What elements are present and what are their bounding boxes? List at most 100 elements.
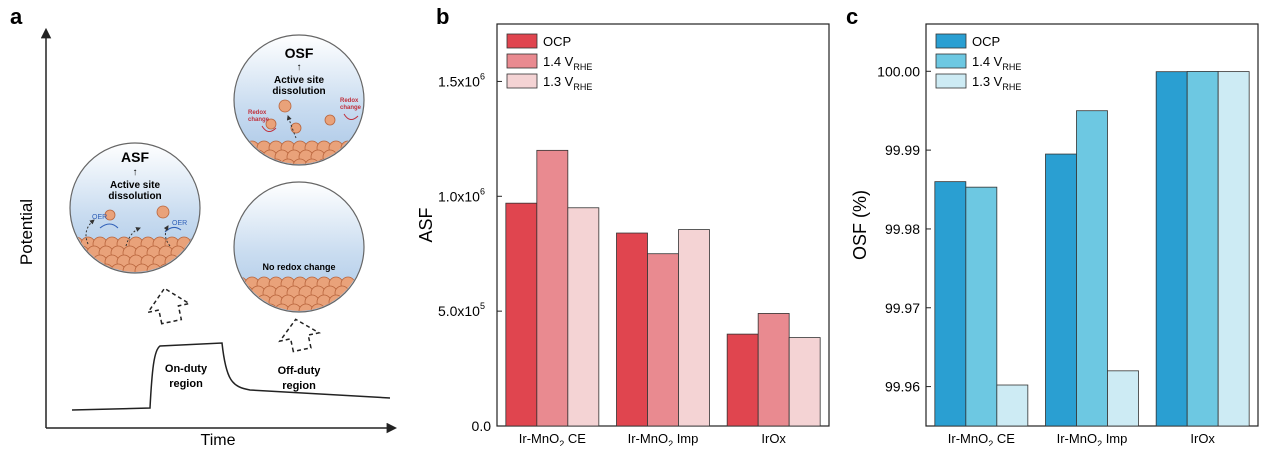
- catalyst-particle: [176, 254, 192, 270]
- catalyst-particle: [235, 285, 242, 301]
- catalyst-particle: [71, 254, 72, 270]
- catalyst-particle: [251, 168, 265, 182]
- catalyst-particle: [280, 158, 296, 164]
- osf-title: OSF: [285, 45, 314, 61]
- catalyst-particle: [286, 303, 302, 311]
- bar-14V-2: [757, 313, 790, 427]
- catalyst-particle: [227, 168, 241, 182]
- catalyst-particle: [71, 245, 78, 261]
- category-label: IrOx: [1190, 431, 1215, 446]
- catalyst-particle: [328, 158, 344, 164]
- catalyst-particle: [340, 294, 356, 310]
- particle-bed: [71, 236, 199, 287]
- bar-14V-1: [1076, 110, 1108, 427]
- catalyst-particle: [281, 313, 295, 327]
- osf-illustration: OSF ↑ Active site dissolution Redox chan…: [227, 34, 373, 191]
- catalyst-particle: [359, 168, 373, 182]
- bar-OCP-2: [1155, 71, 1188, 427]
- catalyst-particle: [74, 245, 90, 261]
- catalyst-particle: [274, 303, 290, 311]
- chart-c-bars: [934, 71, 1250, 427]
- catalyst-particle: [93, 273, 107, 287]
- panel-label-b: b: [436, 4, 449, 29]
- category-label: Ir-MnO2 Imp: [1057, 431, 1128, 446]
- bar-14V-0: [965, 186, 998, 427]
- catalyst-particle: [235, 294, 248, 310]
- catalyst-particle: [341, 313, 355, 327]
- ytick-label: 100.00: [877, 63, 920, 79]
- asf-title: ASF: [121, 149, 149, 165]
- dissolved-particle: [156, 205, 170, 219]
- chart-c-legend: OCP 1.4 VRHE 1.3 VRHE: [935, 33, 1021, 92]
- category-subscript: 2: [1097, 439, 1102, 446]
- panel-label-c: c: [846, 4, 858, 29]
- catalyst-particle: [235, 158, 248, 164]
- panel-label-a: a: [10, 4, 23, 29]
- asf-dissolution-arrow-left: [85, 219, 95, 245]
- catalyst-particle: [298, 303, 314, 311]
- category-suffix: CE: [564, 431, 586, 446]
- catalyst-particle: [239, 168, 253, 182]
- catalyst-particle: [299, 168, 313, 182]
- catalyst-particle: [71, 263, 78, 272]
- legend-subscript: RHE: [1002, 62, 1021, 72]
- chart-b-ylabel: ASF: [416, 207, 436, 242]
- panel-a: a Potential Time On-duty region Off-duty…: [10, 4, 398, 449]
- bar-OCP-1: [616, 232, 648, 427]
- catalyst-particle: [238, 303, 254, 311]
- catalyst-particle: [235, 158, 236, 164]
- catalyst-particle: [305, 313, 319, 327]
- ytick-label: 0.0: [472, 418, 492, 434]
- dissolved-particle: [290, 122, 302, 134]
- bar-13V-1: [1107, 370, 1139, 427]
- chart-c-ylabel: OSF (%): [850, 190, 870, 260]
- legend-label: 1.4 VRHE: [543, 54, 592, 72]
- off-duty-arrow-icon: [278, 318, 322, 353]
- legend-swatch: [935, 33, 967, 49]
- catalyst-particle: [329, 177, 343, 191]
- ytick-label: 1.0x106: [438, 186, 485, 204]
- category-label: Ir-MnO2 CE: [948, 431, 1015, 446]
- asf-dissolution-arrow-mid: [125, 227, 141, 247]
- catalyst-particle: [235, 303, 242, 311]
- catalyst-particle: [188, 254, 199, 270]
- catalyst-particle: [292, 158, 308, 164]
- ytick-label: 99.97: [885, 300, 920, 316]
- on-duty-label-line2: region: [169, 378, 203, 390]
- catalyst-particle: [245, 177, 259, 191]
- bar-OCP-0: [934, 181, 967, 427]
- time-axis-label: Time: [201, 432, 236, 446]
- catalyst-particle: [317, 313, 331, 327]
- category-suffix: CE: [993, 431, 1015, 446]
- osf-redox-left-line1: Redox: [248, 110, 267, 116]
- catalyst-particle: [250, 303, 266, 311]
- osf-redox-left-line2: change: [248, 117, 270, 123]
- catalyst-particle: [335, 168, 349, 182]
- ytick-label: 99.99: [885, 142, 920, 158]
- catalyst-particle: [341, 177, 355, 191]
- asf-oer-label-right: OER: [172, 220, 187, 227]
- catalyst-particle: [353, 177, 367, 191]
- catalyst-particle: [170, 263, 186, 272]
- catalyst-particle: [233, 177, 247, 191]
- catalyst-particle: [235, 140, 236, 156]
- catalyst-particle: [346, 149, 362, 164]
- osf-redox-right-line2: change: [340, 105, 362, 111]
- catalyst-particle: [352, 158, 363, 164]
- category-label: IrOx: [761, 431, 786, 446]
- legend-swatch: [506, 73, 538, 89]
- catalyst-particle: [221, 313, 235, 327]
- catalyst-particle: [263, 168, 277, 182]
- catalyst-particle: [235, 149, 242, 164]
- dissolved-particle: [104, 209, 116, 221]
- legend-label: OCP: [972, 34, 1000, 49]
- catalyst-particle: [340, 158, 356, 164]
- catalyst-particle: [182, 263, 198, 272]
- bar-14V-2: [1186, 71, 1219, 427]
- potential-axis-label: Potential: [17, 199, 36, 265]
- asf-text-line1: Active site: [110, 180, 160, 191]
- catalyst-particle: [238, 149, 254, 164]
- dissolved-particle: [324, 114, 336, 126]
